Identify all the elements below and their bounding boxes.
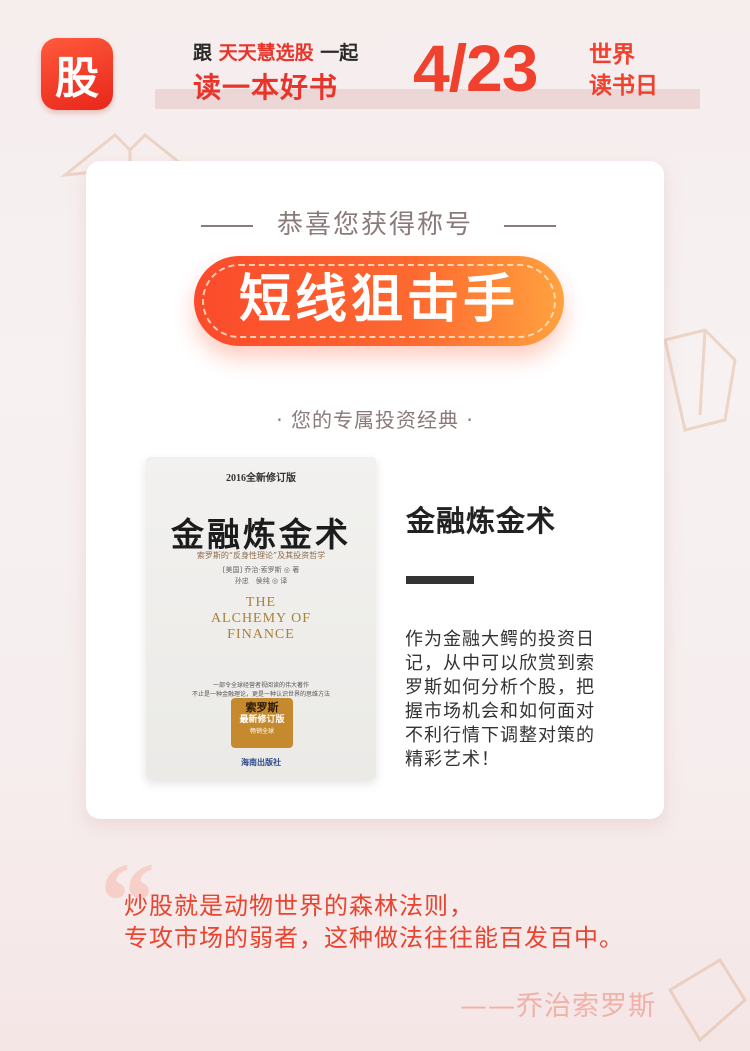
quote-line2: 专攻市场的弱者，这种做法往往能百发百中。 [124, 924, 624, 952]
header-app-name: 天天慧选股 [218, 42, 314, 64]
quote-line1: 炒股就是动物世界的森林法则， [124, 892, 474, 920]
cover-tagline-line1: 一部令全球经营者视阅读的伟大著作 [212, 682, 309, 689]
earned-title: 短线狙击手 [238, 270, 519, 330]
cover-badge: 索罗斯 最新修订版 畅销全球 [231, 698, 293, 748]
cover-subtitle: 索罗斯的“反身性理论”及其投资哲学 [196, 551, 326, 560]
cover-tagline: 一部令全球经营者视阅读的伟大著作 不止是一种金融理论，更是一种认识世界的思维方法 [146, 681, 376, 699]
book-description: 作为金融大鳄的投资日记，从中可以欣赏到索罗斯如何分析个股，把握市场机会和如何面对… [405, 629, 595, 770]
congrats-heading: 恭喜您获得称号 [276, 210, 473, 240]
header-prefix: 跟 [193, 42, 213, 64]
cover-english-line3: FINANCE [227, 627, 295, 642]
cover-title: 金融炼金术 [171, 515, 351, 554]
event-date: 4/23 [413, 31, 538, 105]
cover-english-title: THE ALCHEMY OF FINANCE [146, 595, 376, 643]
title-badge [194, 256, 564, 346]
cover-badge-line1: 索罗斯 [245, 701, 279, 714]
quote-mark-icon: “ [100, 840, 155, 962]
cover-badge-line3: 畅销全球 [249, 728, 274, 735]
header: 股 跟 天天慧选股 一起 读一本好书 4/23 世界 读书日 [0, 0, 750, 140]
header-line2: 读一本好书 [193, 71, 339, 104]
logo-char: 股 [55, 53, 99, 104]
header-suffix: 一起 [320, 42, 359, 64]
book-outline-icon [663, 328, 737, 432]
cover-author: [美国] 乔治·索罗斯 ◎ 著 孙忠 侯纯 ◎ 译 [146, 565, 376, 587]
book-cover: 2016全新修订版 金融炼金术 索罗斯的“反身性理论”及其投资哲学 [美国] 乔… [146, 457, 376, 779]
header-line1: 跟 天天慧选股 一起 [193, 38, 358, 65]
cover-english-line1: THE [245, 595, 277, 610]
divider-right [504, 225, 556, 227]
cover-english-line2: ALCHEMY OF [210, 611, 312, 626]
cover-edition: 2016全新修订版 [226, 473, 296, 484]
cover-publisher: 海南出版社 [241, 758, 281, 767]
cover-badge-line2: 最新修订版 [239, 715, 285, 725]
event-name-line2: 读书日 [589, 73, 658, 99]
book-name: 金融炼金术 [406, 504, 557, 538]
divider-left [201, 225, 253, 227]
cover-author-line2: 孙忠 侯纯 ◎ 译 [234, 577, 288, 585]
cover-author-line1: [美国] 乔治·索罗斯 ◎ 著 [222, 566, 300, 574]
quote-author: ——乔治索罗斯 [460, 991, 656, 1022]
cover-tagline-line2: 不止是一种金融理论，更是一种认识世界的思维方法 [191, 691, 330, 698]
book-subheading: · 您的专属投资经典 · [276, 408, 474, 432]
book-outline-icon [667, 957, 747, 1043]
event-name-line1: 世界 [589, 42, 635, 68]
event-name: 世界 读书日 [589, 40, 658, 102]
book-name-underline [406, 576, 474, 584]
header-band [155, 89, 700, 109]
app-logo: 股 [41, 38, 113, 110]
quote-text: 炒股就是动物世界的森林法则， 专攻市场的弱者，这种做法往往能百发百中。 [124, 890, 624, 954]
title-badge-border [202, 264, 556, 338]
